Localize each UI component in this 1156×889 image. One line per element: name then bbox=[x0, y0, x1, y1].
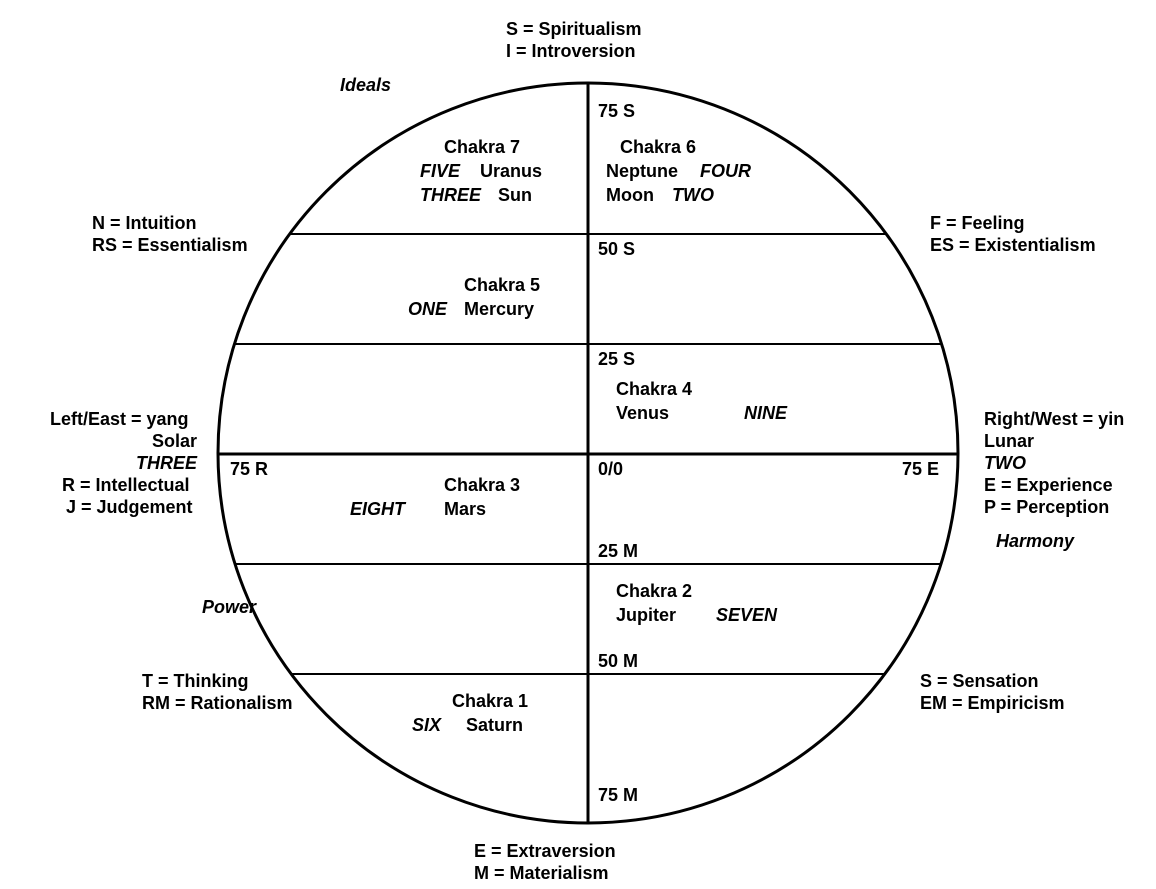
tick-25m: 25 M bbox=[598, 540, 638, 563]
eight: EIGHT bbox=[350, 498, 405, 521]
harmony-label: Harmony bbox=[996, 530, 1074, 553]
five: FIVE bbox=[420, 160, 460, 183]
right-existentialism: ES = Existentialism bbox=[930, 234, 1096, 257]
right-feeling: F = Feeling bbox=[930, 212, 1025, 235]
venus: Venus bbox=[616, 402, 669, 425]
tick-75s: 75 S bbox=[598, 100, 635, 123]
right-west-yin: Right/West = yin bbox=[984, 408, 1124, 431]
left-three: THREE bbox=[136, 452, 197, 475]
chakra6: Chakra 6 bbox=[620, 136, 696, 159]
tick-origin: 0/0 bbox=[598, 458, 623, 481]
bottom-extraversion: E = Extraversion bbox=[474, 840, 616, 863]
diagram-stage: S = Spiritualism I = Introversion Ideals… bbox=[0, 0, 1156, 889]
mars: Mars bbox=[444, 498, 486, 521]
tick-75m: 75 M bbox=[598, 784, 638, 807]
chakra1: Chakra 1 bbox=[452, 690, 528, 713]
neptune: Neptune bbox=[606, 160, 678, 183]
left-intellectual: R = Intellectual bbox=[62, 474, 190, 497]
chakra3: Chakra 3 bbox=[444, 474, 520, 497]
moon: Moon bbox=[606, 184, 654, 207]
chakra2: Chakra 2 bbox=[616, 580, 692, 603]
two-inner: TWO bbox=[672, 184, 714, 207]
chakra5: Chakra 5 bbox=[464, 274, 540, 297]
right-sensation: S = Sensation bbox=[920, 670, 1039, 693]
right-perception: P = Perception bbox=[984, 496, 1109, 519]
right-lunar: Lunar bbox=[984, 430, 1034, 453]
mercury: Mercury bbox=[464, 298, 534, 321]
tick-75r: 75 R bbox=[230, 458, 268, 481]
three-inner: THREE bbox=[420, 184, 481, 207]
top-introversion: I = Introversion bbox=[506, 40, 636, 63]
tick-50m: 50 M bbox=[598, 650, 638, 673]
chakra7: Chakra 7 bbox=[444, 136, 520, 159]
right-empiricism: EM = Empiricism bbox=[920, 692, 1065, 715]
left-judgement: J = Judgement bbox=[66, 496, 193, 519]
uranus: Uranus bbox=[480, 160, 542, 183]
chakra4: Chakra 4 bbox=[616, 378, 692, 401]
jupiter: Jupiter bbox=[616, 604, 676, 627]
left-thinking: T = Thinking bbox=[142, 670, 249, 693]
right-two: TWO bbox=[984, 452, 1026, 475]
left-solar: Solar bbox=[152, 430, 197, 453]
right-experience: E = Experience bbox=[984, 474, 1113, 497]
saturn: Saturn bbox=[466, 714, 523, 737]
left-rationalism: RM = Rationalism bbox=[142, 692, 293, 715]
left-east-yang: Left/East = yang bbox=[50, 408, 189, 431]
left-essentialism: RS = Essentialism bbox=[92, 234, 248, 257]
tick-75e: 75 E bbox=[902, 458, 939, 481]
ideals-label: Ideals bbox=[340, 74, 391, 97]
power-label: Power bbox=[202, 596, 256, 619]
one: ONE bbox=[408, 298, 447, 321]
six: SIX bbox=[412, 714, 441, 737]
tick-50s: 50 S bbox=[598, 238, 635, 261]
left-intuition: N = Intuition bbox=[92, 212, 196, 235]
nine: NINE bbox=[744, 402, 787, 425]
bottom-materialism: M = Materialism bbox=[474, 862, 609, 885]
four: FOUR bbox=[700, 160, 751, 183]
tick-25s: 25 S bbox=[598, 348, 635, 371]
top-spiritualism: S = Spiritualism bbox=[506, 18, 642, 41]
sun: Sun bbox=[498, 184, 532, 207]
seven: SEVEN bbox=[716, 604, 777, 627]
